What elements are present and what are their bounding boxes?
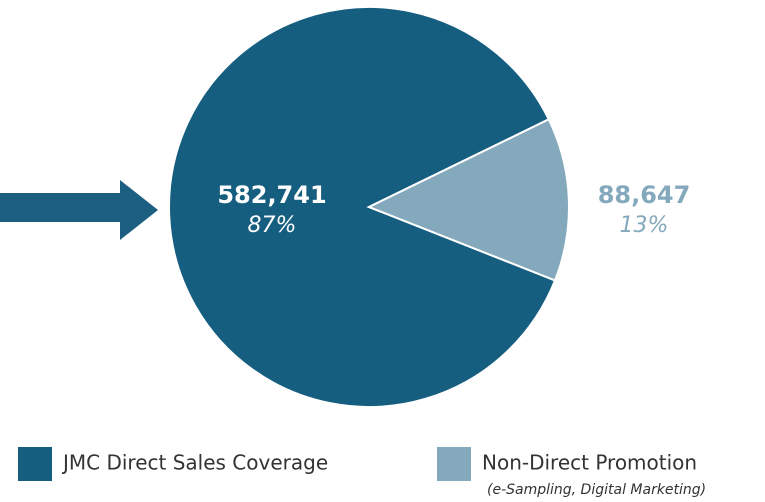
value-label: 582,741 (217, 181, 326, 209)
legend-label: Non-Direct Promotion (482, 451, 697, 475)
legend-label: JMC Direct Sales Coverage (61, 451, 328, 475)
pie-slice (366, 117, 570, 282)
legend-note: (e-Sampling, Digital Marketing) (487, 482, 706, 498)
arrow (0, 180, 158, 240)
percent-label: 13% (620, 213, 669, 238)
legend-swatch (18, 447, 52, 481)
percent-label: 87% (248, 213, 297, 238)
pie-slice (168, 6, 557, 408)
value-label: 88,647 (598, 181, 691, 209)
legend-swatch (437, 447, 471, 481)
